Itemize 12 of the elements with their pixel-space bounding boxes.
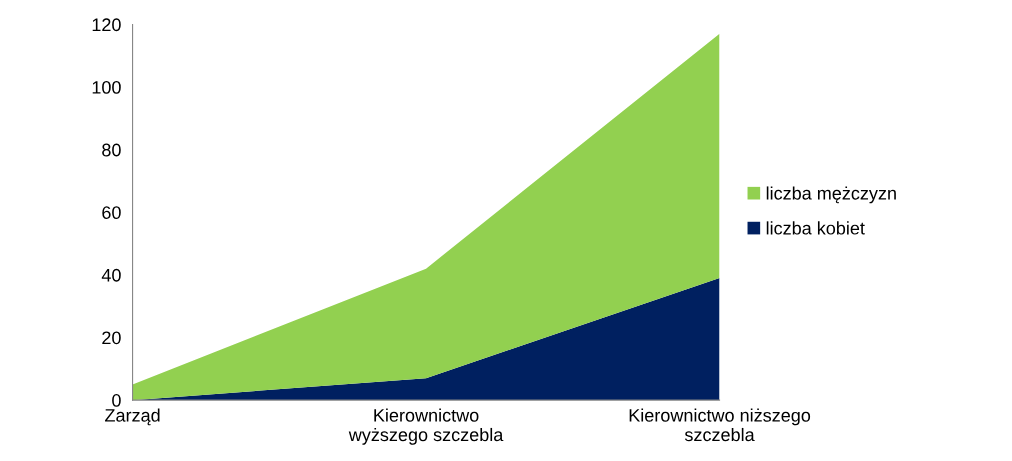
y-tick-label: 80 bbox=[102, 143, 121, 157]
y-tick-label: 100 bbox=[92, 80, 121, 94]
legend-label: liczba kobiet bbox=[766, 221, 865, 235]
x-tick-label: Kierownictwo niższego szczebla bbox=[629, 408, 811, 442]
y-tick-label: 20 bbox=[102, 331, 121, 345]
y-tick-label: 0 bbox=[112, 394, 121, 407]
y-tick-label: 120 bbox=[92, 18, 121, 32]
y-tick-label: 60 bbox=[102, 206, 121, 220]
x-tick-label: Kierownictwo wyższego szczebla bbox=[348, 408, 504, 445]
y-tick-label: 40 bbox=[101, 268, 121, 282]
x-tick-label: Zarząd bbox=[105, 408, 160, 426]
legend-label: liczba mężczyzn bbox=[766, 186, 896, 204]
